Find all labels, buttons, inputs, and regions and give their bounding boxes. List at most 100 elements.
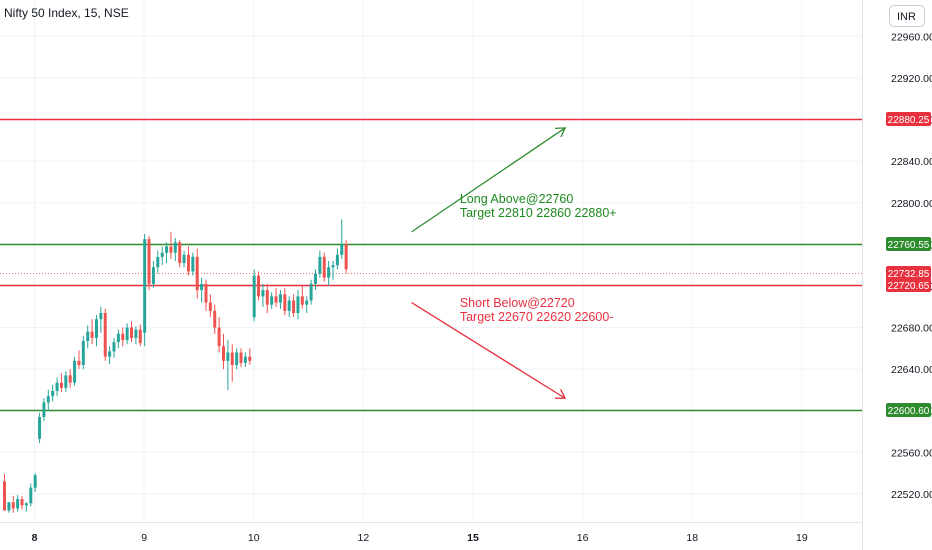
last_price-badge [886,266,931,280]
candle-body [130,327,134,338]
candle-body [261,290,265,297]
candle-body [24,503,28,506]
candle-body [322,256,326,278]
price-tick-label: 22960.00 [891,31,932,43]
candle-body [46,396,50,403]
price-tick-label: 22920.00 [891,73,932,85]
support-badge [886,403,931,417]
time-tick-label: 18 [686,532,698,544]
candle-body [20,499,24,506]
candle-body [143,239,147,333]
candle-body [200,283,204,291]
red-annotation-line: Target 22670 22620 22600- [460,310,614,324]
price-tick-label: 22680.00 [891,323,932,335]
currency-button[interactable]: INR [889,5,925,27]
time-tick-label: 12 [358,532,370,544]
breakout-badge-label: 22760.55 [888,240,930,251]
time-tick-label: 8 [32,532,38,544]
candle-body [300,296,304,305]
green-annotation-line: Target 22810 22860 22880+ [460,206,617,220]
time-tick-label: 10 [248,532,260,544]
candle-body [38,416,42,439]
candle-body [270,296,274,305]
price-tick-label: 22640.00 [891,364,932,376]
candle-body [42,402,46,417]
red-annotation-line: Short Below@22720 [460,296,575,310]
candle-body [73,360,77,383]
candle-body [112,342,116,352]
candle-body [278,294,282,303]
candle-body [296,296,300,313]
breakdown-badge-label: 22720.65 [888,281,930,292]
candle-body [77,360,81,365]
candle-body [86,331,90,342]
green-arrow-head [555,127,567,138]
candle-body [248,356,252,361]
candle-body [7,502,11,511]
candle-body [335,254,339,266]
candle-body [16,499,20,509]
candle-body [230,352,234,365]
candle-body [313,273,317,284]
candle-body [292,300,296,313]
candle-body [55,382,59,391]
candle-body [121,333,125,341]
price-tick-label: 22840.00 [891,156,932,168]
candle-body [68,375,72,383]
candle-body [287,300,291,311]
candle-body [134,329,138,338]
candles [3,219,348,513]
red-arrow-head [555,389,567,399]
candle-body [182,254,186,264]
candle-body [138,329,142,344]
candle-body [94,319,98,338]
candle-body [165,246,169,253]
candle-body [283,294,287,311]
candle-body [213,310,217,328]
candle-body [217,327,221,347]
candle-body [178,242,182,264]
candle-body [226,352,230,361]
candle-body [222,346,225,361]
trend-arrows [411,127,567,399]
time-tick-label: 15 [467,532,479,544]
price-tick-label: 22800.00 [891,198,932,210]
candle-body [99,312,103,320]
candle-body [318,256,322,274]
candle-body [90,331,94,338]
time-tick-label: 16 [577,532,589,544]
candle-body [191,256,195,272]
candle-body [305,300,309,305]
candle-body [103,312,107,357]
candle-body [344,244,348,270]
candle-body [257,275,261,297]
price-axis: 23000.0022960.0022920.0022880.0022840.00… [862,0,932,550]
candle-body [327,267,331,278]
price-tick-label: 22520.00 [891,489,932,501]
horizontal-levels [0,118,862,412]
candle-body [265,290,269,305]
green-arrow-shaft [411,127,566,233]
candle-body [125,327,129,341]
candle-body [29,487,33,504]
candle-body [64,375,68,388]
candle-body [11,502,15,509]
candle-body [3,481,6,511]
candle-body [147,239,151,284]
candle-body [331,265,335,268]
resistance-badge-label: 22880.25 [888,115,930,126]
candle-body [59,382,63,388]
support-badge-label: 22600.60 [888,406,930,417]
candle-body [235,352,239,365]
candle-body [81,341,85,365]
price-tick-label: 23000.00 [891,0,932,2]
candle-body [116,333,120,343]
resistance-badge [886,112,931,126]
candle-body [51,390,55,397]
breakdown-badge [886,278,931,292]
candle-body [151,267,155,284]
candle-body [274,296,278,303]
candle-body [204,283,208,303]
